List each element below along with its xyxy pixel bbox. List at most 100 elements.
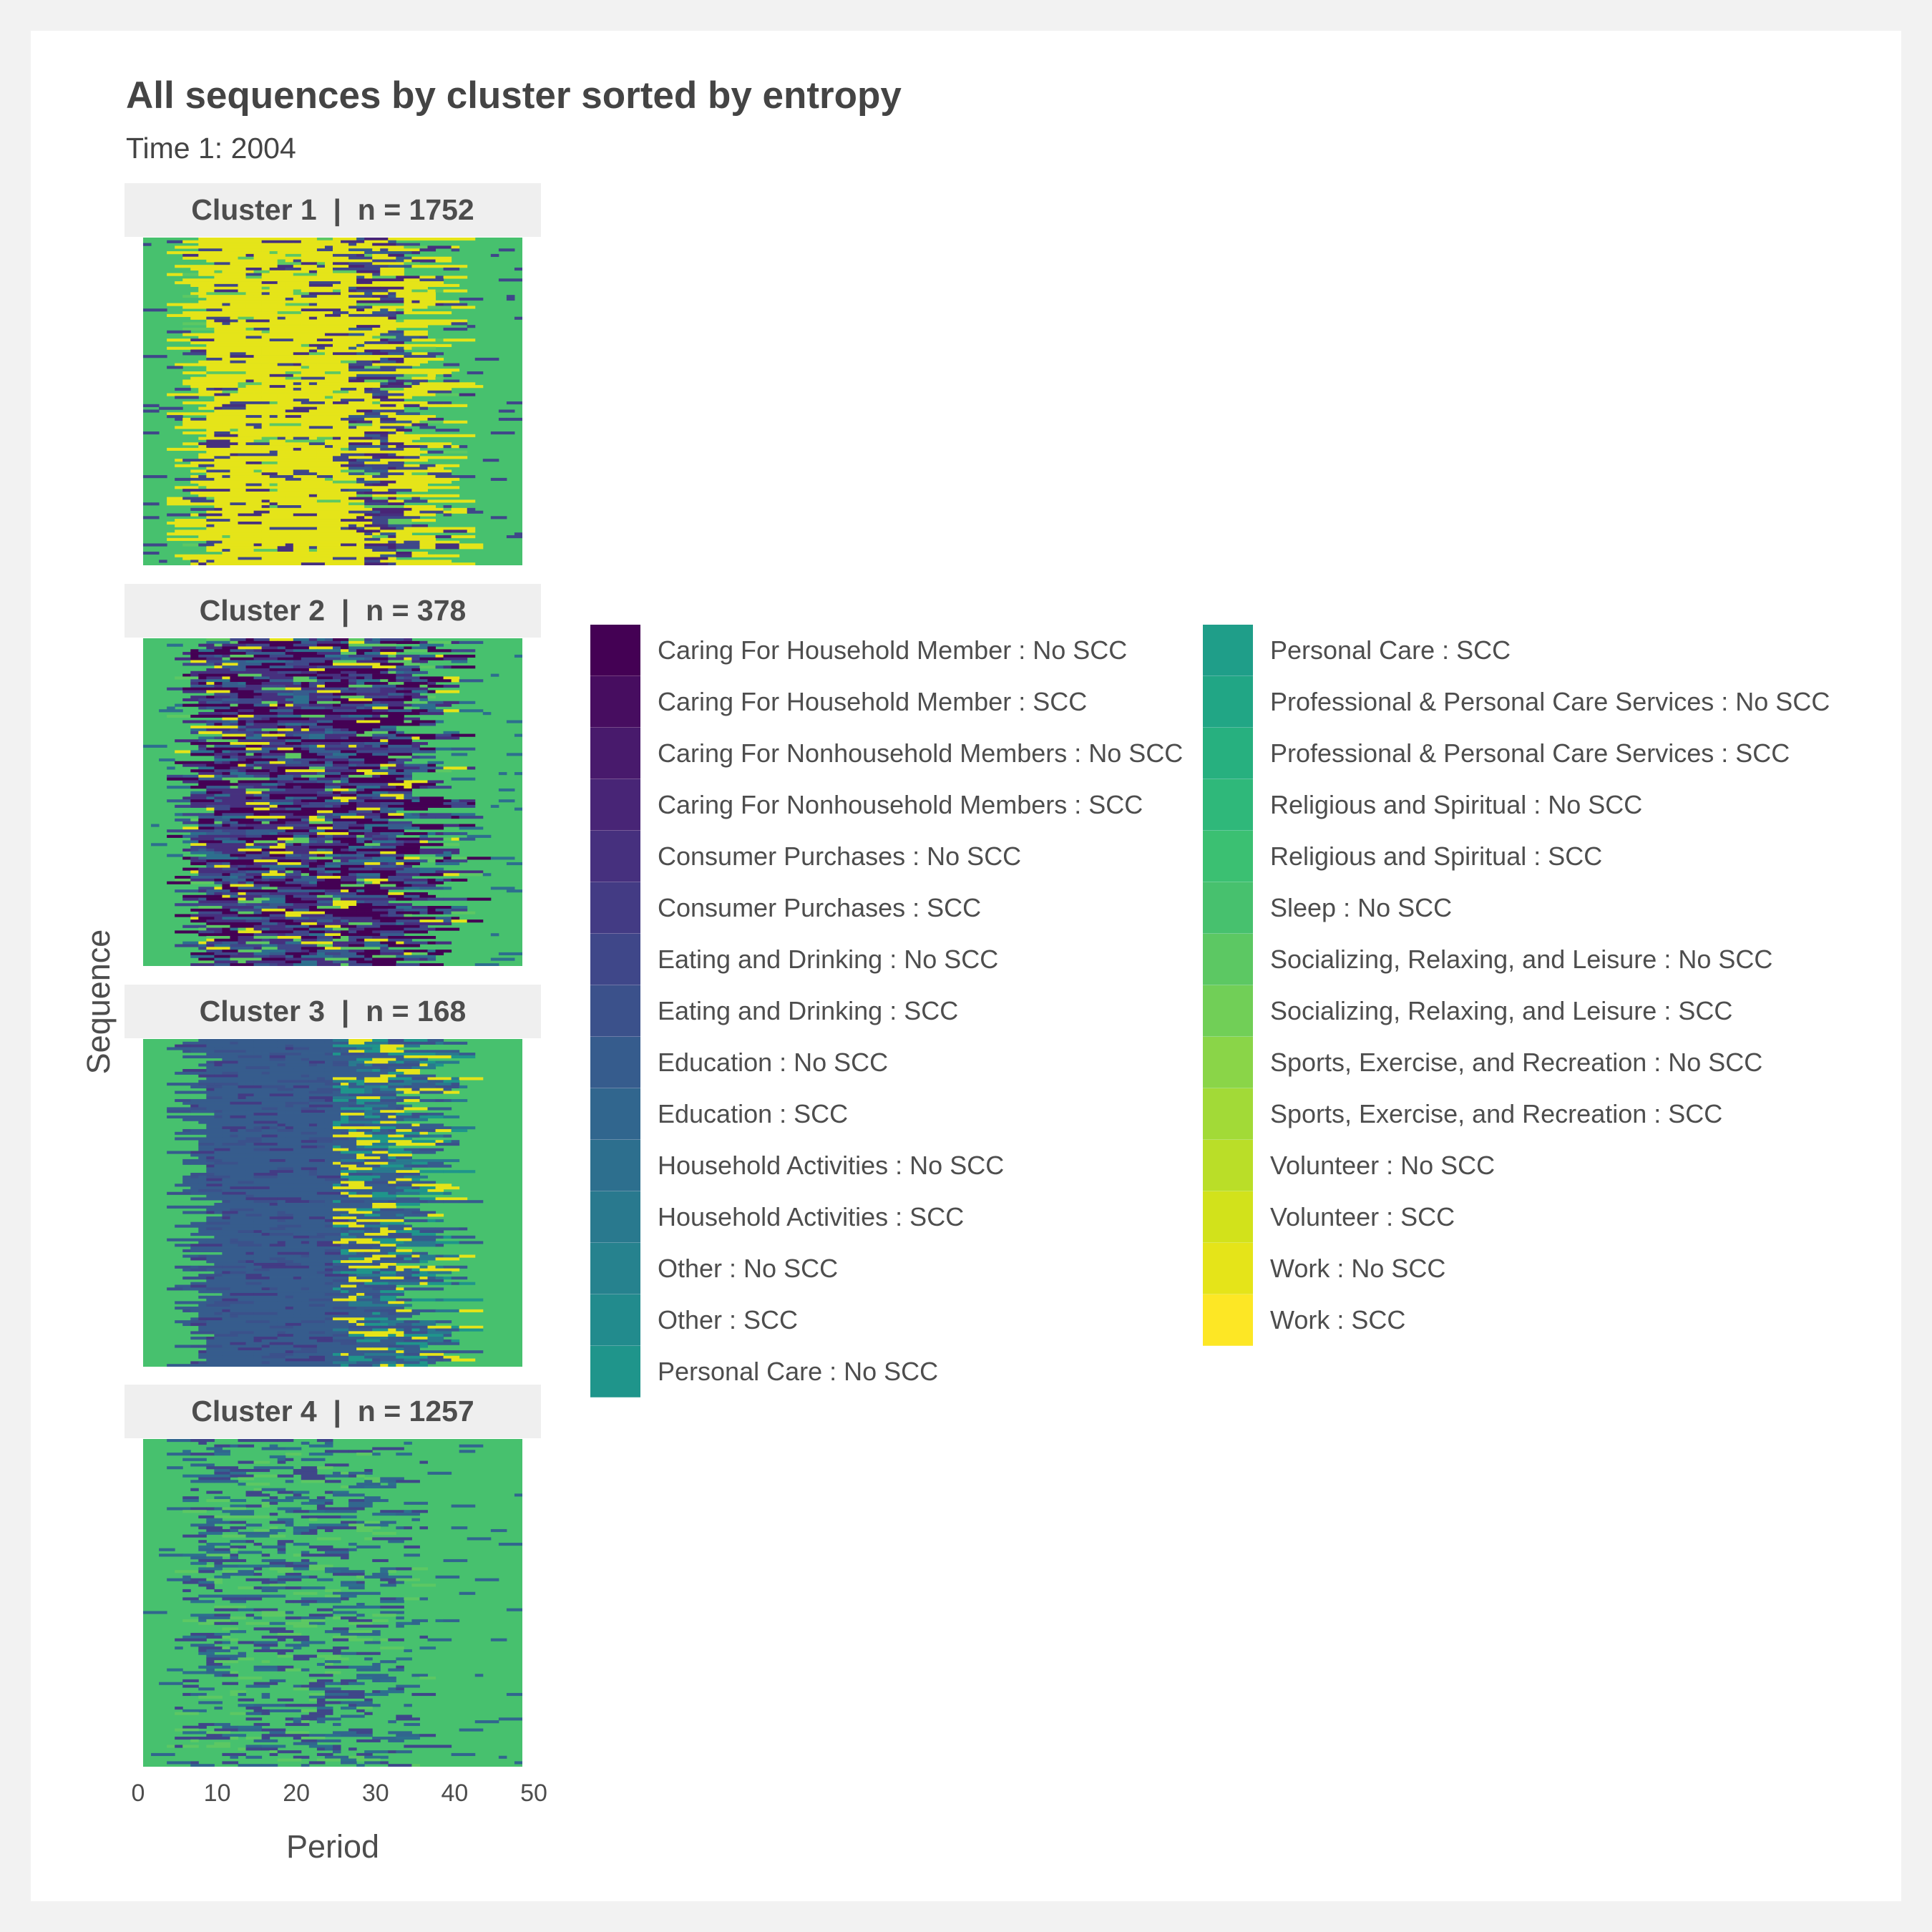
- heatmap-cell: [333, 1055, 341, 1059]
- heatmap-cell: [238, 728, 247, 732]
- heatmap-cell: [253, 450, 270, 454]
- heatmap-cell: [261, 878, 270, 882]
- heatmap-cell: [380, 489, 389, 492]
- heatmap-cell: [396, 423, 412, 426]
- heatmap-cell: [230, 761, 255, 764]
- heatmap-cell: [451, 1077, 460, 1080]
- heatmap-cell: [190, 499, 215, 503]
- heatmap-cell: [167, 502, 191, 506]
- heatmap-cell: [333, 1221, 357, 1225]
- heatmap-cell: [324, 415, 349, 419]
- heatmap-cell: [285, 281, 310, 285]
- heatmap-cell: [388, 1143, 396, 1146]
- heatmap-cell: [206, 889, 230, 893]
- heatmap-cell: [316, 369, 333, 372]
- heatmap-cell: [308, 516, 318, 519]
- heatmap-cell: [214, 766, 230, 770]
- heatmap-cell: [230, 788, 247, 792]
- heatmap-cell: [206, 657, 215, 660]
- heatmap-cell: [396, 409, 404, 413]
- heatmap-cell: [316, 955, 333, 958]
- heatmap-cell: [341, 322, 365, 326]
- heatmap-cell: [308, 900, 318, 904]
- heatmap-cell: [238, 698, 263, 702]
- heatmap-cell: [324, 325, 341, 328]
- heatmap-cell: [261, 687, 286, 691]
- heatmap-cell: [467, 507, 476, 511]
- heatmap-cell: [308, 333, 326, 336]
- heatmap-cell: [316, 412, 326, 416]
- heatmap-cell: [451, 911, 476, 914]
- heatmap-cell: [396, 679, 412, 683]
- heatmap-cell: [372, 774, 381, 778]
- heatmap-cell: [341, 289, 349, 293]
- heatmap-cell: [333, 327, 349, 331]
- heatmap-cell: [388, 914, 404, 917]
- heatmap-cell: [253, 733, 263, 737]
- heatmap-cell: [380, 543, 396, 547]
- heatmap-cell: [333, 461, 341, 465]
- heatmap-cell: [316, 881, 333, 884]
- heatmap-cell: [269, 499, 294, 503]
- heatmap-cell: [214, 1110, 223, 1113]
- heatmap-cell: [396, 851, 420, 854]
- heatmap-cell: [443, 911, 452, 914]
- heatmap-cell: [253, 551, 278, 555]
- heatmap-cell: [324, 1068, 349, 1073]
- heatmap-cell: [308, 829, 326, 833]
- heatmap-cell: [206, 1216, 223, 1220]
- heatmap-cell: [364, 253, 373, 258]
- heatmap-cell: [388, 837, 396, 841]
- heatmap-cell: [222, 914, 238, 917]
- heatmap-cell: [324, 505, 349, 509]
- heatmap-cell: [198, 530, 223, 533]
- heatmap-cell: [269, 374, 294, 377]
- heatmap-cell: [261, 670, 278, 674]
- heatmap-cell: [333, 387, 341, 391]
- heatmap-cell: [364, 703, 389, 707]
- heatmap-cell: [419, 1053, 436, 1056]
- heatmap-cell: [364, 654, 381, 658]
- heatmap-cell: [175, 889, 199, 893]
- heatmap-cell: [238, 243, 247, 246]
- heatmap-cell: [285, 960, 302, 964]
- heatmap-cell: [301, 950, 310, 953]
- heatmap-cell: [372, 519, 389, 522]
- heatmap-cell: [333, 1156, 357, 1160]
- heatmap-cell: [404, 774, 412, 778]
- heatmap-cell: [333, 1194, 341, 1198]
- heatmap-cell: [293, 1167, 302, 1171]
- heatmap-cell: [396, 379, 404, 383]
- heatmap-cell: [474, 963, 499, 966]
- heatmap-cell: [301, 1083, 318, 1086]
- heatmap-cell: [214, 726, 239, 729]
- heatmap-cell: [301, 1140, 318, 1143]
- heatmap-cell: [230, 927, 238, 931]
- heatmap-cell: [419, 1186, 436, 1190]
- heatmap-cell: [356, 554, 381, 557]
- heatmap-cell: [190, 385, 215, 389]
- heatmap-cell: [301, 744, 310, 748]
- heatmap-cell: [419, 826, 444, 830]
- heatmap-cell: [230, 1107, 238, 1111]
- heatmap-cell: [324, 313, 341, 317]
- heatmap-cell: [372, 657, 389, 660]
- heatmap-cell: [222, 761, 230, 764]
- heatmap-cell: [372, 1107, 396, 1111]
- heatmap-cell: [404, 816, 420, 819]
- heatmap-cell: [341, 846, 349, 849]
- heatmap-cell: [316, 665, 333, 669]
- heatmap-cell: [269, 412, 294, 416]
- heatmap-cell: [316, 406, 341, 410]
- heatmap-cell: [341, 1214, 349, 1217]
- heatmap-cell: [190, 267, 215, 271]
- heatmap-cell: [206, 401, 230, 405]
- heatmap-cell: [190, 480, 215, 484]
- heatmap-cell: [238, 256, 247, 260]
- heatmap-cell: [388, 295, 396, 298]
- heatmap-cell: [277, 265, 294, 268]
- heatmap-cell: [206, 859, 223, 863]
- heatmap-cell: [238, 1219, 255, 1223]
- heatmap-cell: [206, 489, 230, 492]
- heatmap-cell: [238, 870, 247, 874]
